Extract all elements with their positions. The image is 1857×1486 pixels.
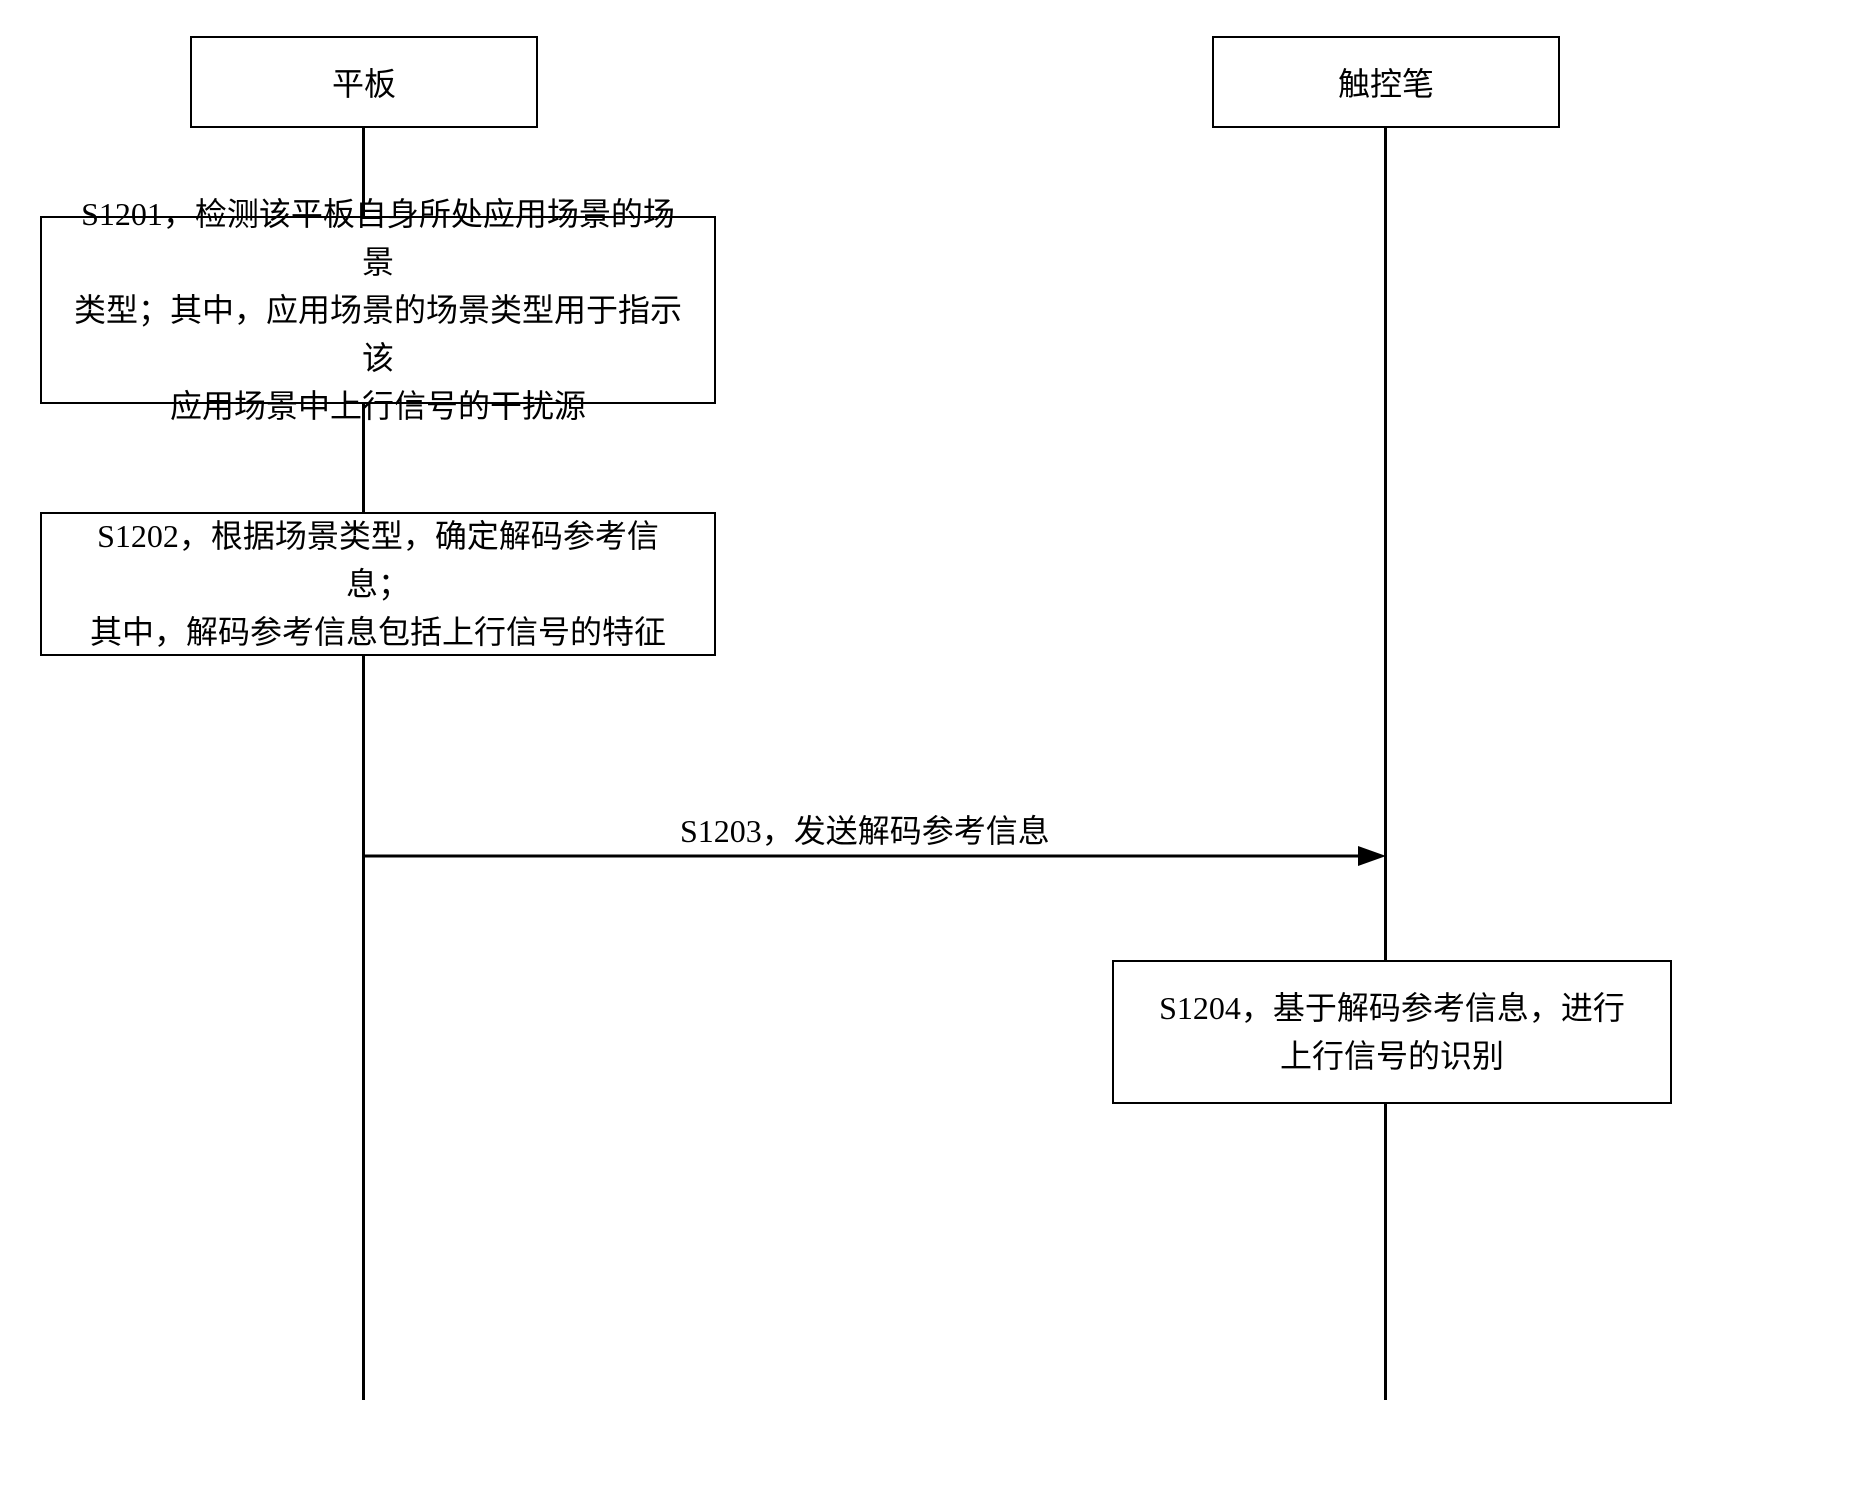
step-s1201: S1201，检测该平板自身所处应用场景的场景 类型；其中，应用场景的场景类型用于… (40, 216, 716, 404)
lifeline-stylus-seg2 (1384, 1104, 1387, 1400)
step-s1204-text: S1204，基于解码参考信息，进行 上行信号的识别 (1159, 984, 1625, 1080)
step-s1202: S1202，根据场景类型，确定解码参考信息； 其中，解码参考信息包括上行信号的特… (40, 512, 716, 656)
sequence-diagram: 平板 触控笔 S1201，检测该平板自身所处应用场景的场景 类型；其中，应用场景… (0, 0, 1857, 1486)
actor-tablet: 平板 (190, 36, 538, 128)
step-s1204: S1204，基于解码参考信息，进行 上行信号的识别 (1112, 960, 1672, 1104)
lifeline-tablet-seg3 (362, 656, 365, 1400)
lifeline-stylus-seg1 (1384, 128, 1387, 960)
actor-tablet-label: 平板 (332, 59, 396, 105)
actor-stylus: 触控笔 (1212, 36, 1560, 128)
step-s1202-text: S1202，根据场景类型，确定解码参考信息； 其中，解码参考信息包括上行信号的特… (66, 512, 690, 656)
step-s1201-text: S1201，检测该平板自身所处应用场景的场景 类型；其中，应用场景的场景类型用于… (66, 190, 690, 430)
msg-s1203-arrow (364, 840, 1394, 872)
actor-stylus-label: 触控笔 (1338, 59, 1434, 105)
